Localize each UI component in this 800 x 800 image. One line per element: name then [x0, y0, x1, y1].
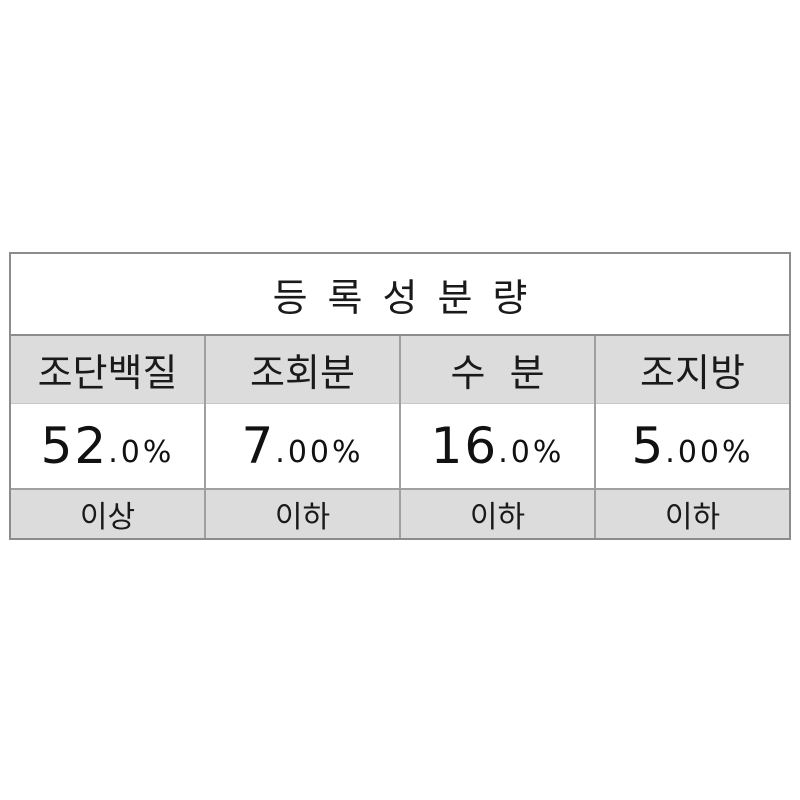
table-title: 등록성분량 [272, 275, 548, 320]
column-header: 조회분 [206, 336, 399, 404]
column-crude-ash: 조회분 7.00% 이하 [206, 336, 401, 538]
column-crude-protein: 조단백질 52.0% 이상 [11, 336, 206, 538]
column-value: 7.00% [206, 404, 399, 490]
ingredient-table: 등록성분량 조단백질 52.0% 이상 조회분 7.00% 이하 수 분 16.… [9, 252, 791, 540]
column-condition: 이하 [596, 490, 789, 538]
value-rest: .0% [108, 434, 175, 470]
column-header: 수 분 [401, 336, 594, 404]
value-rest: .00% [665, 434, 754, 470]
table-title-row: 등록성분량 [11, 254, 789, 336]
value-main: 7 [241, 417, 276, 475]
value-main: 16 [430, 417, 499, 475]
column-condition: 이하 [206, 490, 399, 538]
value-main: 5 [631, 417, 666, 475]
column-header: 조지방 [596, 336, 789, 404]
column-condition: 이상 [11, 490, 204, 538]
column-value: 5.00% [596, 404, 789, 490]
column-header: 조단백질 [11, 336, 204, 404]
column-value: 16.0% [401, 404, 594, 490]
table-grid: 조단백질 52.0% 이상 조회분 7.00% 이하 수 분 16.0% 이하 … [11, 336, 789, 538]
value-rest: .00% [275, 434, 364, 470]
value-rest: .0% [498, 434, 565, 470]
column-crude-fat: 조지방 5.00% 이하 [596, 336, 789, 538]
column-value: 52.0% [11, 404, 204, 490]
value-main: 52 [40, 417, 109, 475]
column-condition: 이하 [401, 490, 594, 538]
column-moisture: 수 분 16.0% 이하 [401, 336, 596, 538]
